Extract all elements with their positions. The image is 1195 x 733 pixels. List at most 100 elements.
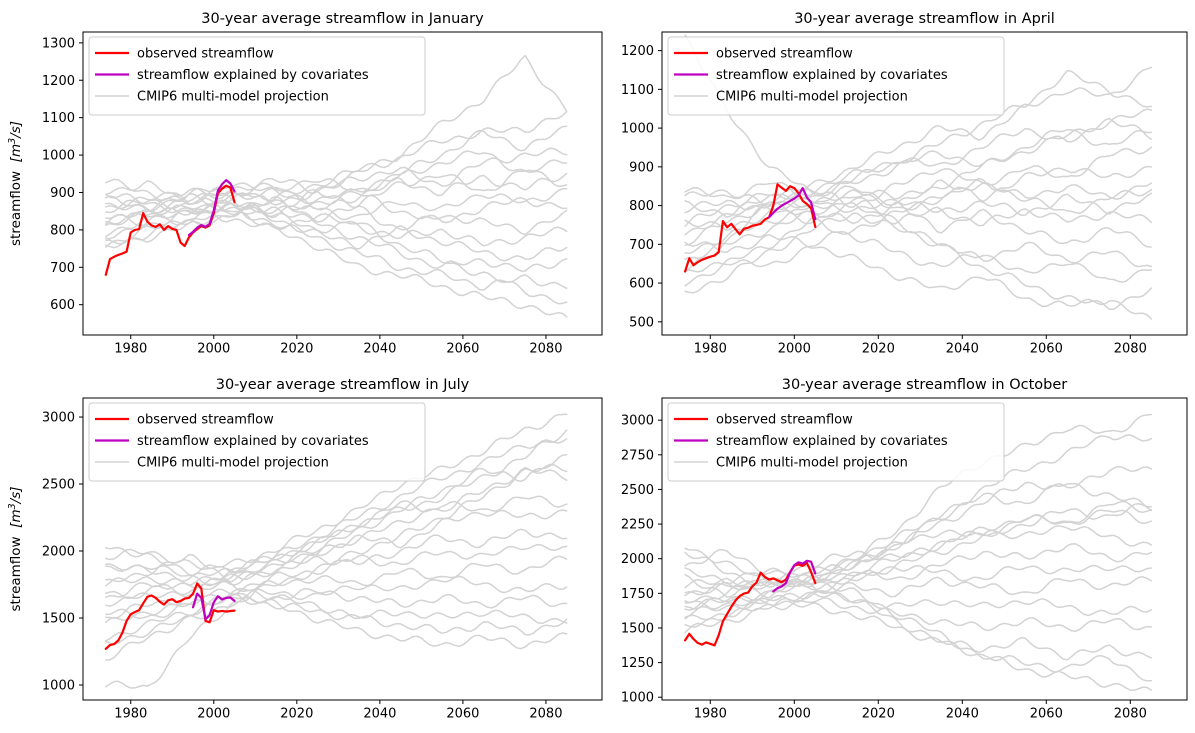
cmip6-projection-line bbox=[105, 150, 568, 206]
y-tick-label: 1000 bbox=[621, 122, 654, 137]
legend: observed streamflow streamflow explained … bbox=[667, 36, 1005, 116]
y-tick-label: 500 bbox=[629, 315, 654, 330]
y-tick-label: 800 bbox=[50, 223, 75, 238]
axes-frame bbox=[661, 31, 1188, 336]
legend: observed streamflow streamflow explained … bbox=[667, 402, 1005, 482]
y-tick-label: 1200 bbox=[621, 44, 654, 59]
x-tick-label: 1980 bbox=[694, 707, 727, 722]
y-tick-label: 900 bbox=[50, 186, 75, 201]
cmip6-projection-line bbox=[684, 525, 1153, 604]
legend-label: CMIP6 multi-model projection bbox=[137, 456, 329, 471]
legend-label: observed streamflow bbox=[716, 413, 853, 428]
legend-label: CMIP6 multi-model projection bbox=[716, 90, 908, 105]
cmip6-projection-line bbox=[684, 117, 1153, 200]
cmip6-projection-line bbox=[684, 509, 1153, 598]
cmip6-projection-line bbox=[105, 580, 568, 636]
cmip6-projection-line bbox=[105, 466, 568, 587]
y-tick-label: 2750 bbox=[621, 448, 654, 463]
x-tick-label: 1980 bbox=[694, 342, 727, 357]
x-tick-label: 2060 bbox=[446, 707, 479, 722]
y-tick-label: 2500 bbox=[42, 478, 75, 493]
legend-label: streamflow explained by covariates bbox=[137, 68, 369, 83]
axes-frame bbox=[82, 397, 603, 701]
cmip6-projection-line bbox=[105, 587, 568, 645]
y-tick-label: 800 bbox=[629, 199, 654, 214]
cmip6-projection-line bbox=[105, 413, 568, 577]
legend-label: streamflow explained by covariates bbox=[716, 68, 948, 83]
x-tick-label: 1980 bbox=[114, 342, 147, 357]
y-tick-label: 1500 bbox=[621, 621, 654, 636]
cmip6-projection-line bbox=[105, 209, 568, 247]
cmip6-projection-line bbox=[684, 482, 1153, 589]
x-tick-label: 1980 bbox=[114, 707, 147, 722]
x-axis-ticks: 1980 2000 2020 2040 2060 2080 bbox=[114, 700, 562, 722]
cmip6-projection-line bbox=[684, 165, 1153, 255]
legend: observed streamflow streamflow explained … bbox=[88, 36, 426, 116]
axes-frame bbox=[661, 397, 1188, 701]
x-axis-ticks: 1980 2000 2020 2040 2060 2080 bbox=[114, 335, 562, 357]
cmip6-projection-line bbox=[684, 177, 1153, 273]
cmip6-projection-line bbox=[684, 591, 1153, 621]
legend-box bbox=[88, 36, 426, 116]
x-axis-ticks: 1980 2000 2020 2040 2060 2080 bbox=[694, 700, 1147, 722]
legend-label: CMIP6 multi-model projection bbox=[716, 456, 908, 471]
plot-lines bbox=[684, 413, 1153, 691]
x-tick-label: 2080 bbox=[529, 342, 562, 357]
covariates-streamflow-line bbox=[191, 592, 236, 621]
y-tick-label: 600 bbox=[50, 298, 75, 313]
x-tick-label: 2000 bbox=[197, 707, 230, 722]
y-tick-label: 1750 bbox=[621, 587, 654, 602]
cmip6-projection-line bbox=[105, 54, 568, 205]
cmip6-projection-line bbox=[684, 34, 1153, 197]
legend-label: observed streamflow bbox=[716, 47, 853, 62]
cmip6-projection-line bbox=[105, 192, 568, 318]
y-tick-label: 1000 bbox=[42, 678, 75, 693]
chart-july: 1980 2000 2020 2040 2060 2080 1000 1500 2000 2500… bbox=[7, 377, 603, 722]
y-tick-label: 3000 bbox=[42, 411, 75, 426]
x-tick-label: 2080 bbox=[529, 707, 562, 722]
x-tick-label: 2000 bbox=[778, 342, 811, 357]
y-tick-label: 1100 bbox=[621, 83, 654, 98]
x-tick-label: 2060 bbox=[1030, 707, 1063, 722]
cmip6-projection-line bbox=[684, 413, 1153, 585]
observed-streamflow-line bbox=[684, 183, 817, 273]
legend-box bbox=[88, 402, 426, 482]
chart-january: 1980 2000 2020 2040 2060 2080 600 700 800 900 1000… bbox=[7, 11, 603, 357]
y-tick-label: 2500 bbox=[621, 483, 654, 498]
chart-title: 30-year average streamflow in January bbox=[201, 11, 484, 27]
cmip6-projection-line bbox=[684, 502, 1153, 634]
covariates-streamflow-line bbox=[772, 559, 817, 593]
cmip6-projection-line bbox=[105, 147, 568, 225]
y-axis-label: streamflow [m3/s] bbox=[7, 486, 24, 611]
cmip6-projection-line bbox=[684, 577, 1153, 682]
x-axis-ticks: 1980 2000 2020 2040 2060 2080 bbox=[694, 335, 1147, 357]
y-axis-ticks: 1000 1500 2000 2500 3000 bbox=[42, 411, 83, 693]
cmip6-projection-line bbox=[684, 597, 1153, 632]
y-tick-label: 700 bbox=[629, 238, 654, 253]
cmip6-projection-line bbox=[105, 593, 568, 642]
x-tick-label: 2000 bbox=[778, 707, 811, 722]
cmip6-projection-line bbox=[105, 575, 568, 624]
x-tick-label: 2020 bbox=[280, 342, 313, 357]
chart-april: 1980 2000 2020 2040 2060 2080 500 600 700 800 900 1… bbox=[621, 11, 1188, 357]
legend-label: observed streamflow bbox=[137, 47, 274, 62]
cmip6-projection-line bbox=[105, 463, 568, 689]
x-tick-label: 2060 bbox=[1030, 342, 1063, 357]
y-tick-label: 600 bbox=[629, 277, 654, 292]
chart-title: 30-year average streamflow in April bbox=[794, 11, 1055, 27]
cmip6-projection-line bbox=[105, 495, 568, 587]
y-tick-label: 2250 bbox=[621, 518, 654, 533]
covariates-streamflow-line bbox=[768, 187, 817, 221]
axes-frame bbox=[82, 31, 603, 336]
x-tick-label: 2020 bbox=[862, 707, 895, 722]
plot-lines bbox=[684, 34, 1153, 320]
cmip6-projection-line bbox=[105, 170, 568, 226]
y-axis-label: streamflow [m3/s] bbox=[7, 121, 24, 246]
legend-label: observed streamflow bbox=[137, 413, 274, 428]
cmip6-projection-line bbox=[684, 196, 1153, 311]
x-tick-label: 2080 bbox=[1114, 342, 1147, 357]
y-axis-ticks: 1000 1250 1500 1750 2000 2250 2500 2750 3000 bbox=[621, 414, 662, 706]
plot-lines bbox=[104, 54, 568, 318]
cmip6-projection-line bbox=[684, 189, 1153, 248]
y-tick-label: 1250 bbox=[621, 656, 654, 671]
